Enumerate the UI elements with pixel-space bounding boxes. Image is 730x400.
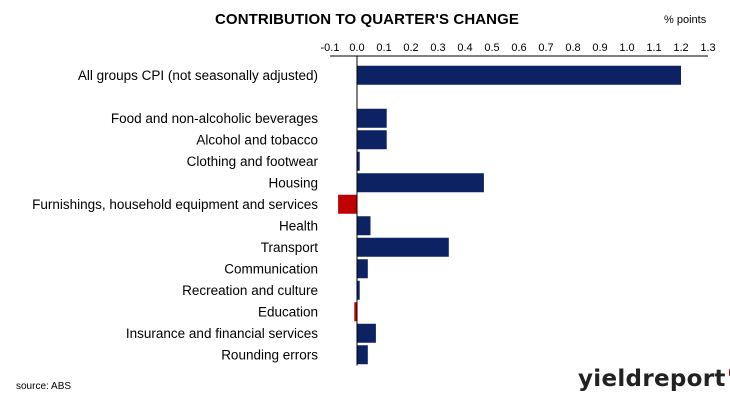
category-label: Clothing and footwear: [187, 154, 319, 169]
bar: [357, 345, 368, 365]
bar: [357, 259, 368, 279]
x-tick-label: 0.9: [592, 42, 607, 54]
category-label: Furnishings, household equipment and ser…: [32, 197, 318, 212]
bar: [357, 280, 360, 300]
x-tick-label: 1.0: [619, 42, 634, 54]
bar: [357, 237, 449, 257]
category-label: All groups CPI (not seasonally adjusted): [78, 68, 318, 83]
category-label: Food and non-alcoholic beverages: [111, 111, 318, 126]
x-tick-label: 0.3: [430, 42, 445, 54]
category-label: Rounding errors: [221, 347, 318, 362]
category-label: Recreation and culture: [182, 283, 318, 298]
source-note: source: ABS: [16, 381, 72, 392]
bar: [338, 194, 357, 214]
category-label: Health: [279, 218, 318, 233]
bar: [357, 323, 376, 343]
x-tick-label: 0.8: [565, 42, 580, 54]
x-tick-label: 0.2: [403, 42, 418, 54]
bar: [357, 65, 681, 85]
category-label: Insurance and financial services: [126, 326, 318, 341]
category-label: Transport: [261, 240, 319, 255]
x-tick-label: 1.3: [700, 42, 715, 54]
x-tick-label: 0.6: [511, 42, 526, 54]
bar: [357, 151, 360, 171]
category-label: Alcohol and tobacco: [196, 132, 318, 147]
x-tick-label: 0.0: [349, 42, 364, 54]
x-tick-label: 0.1: [376, 42, 391, 54]
x-tick-label: -0.1: [321, 42, 340, 54]
category-label: Housing: [268, 175, 318, 190]
bar: [357, 108, 387, 128]
x-tick-label: 1.1: [646, 42, 661, 54]
x-tick-label: 0.5: [484, 42, 499, 54]
x-tick-label: 0.7: [538, 42, 553, 54]
category-label: Communication: [224, 261, 318, 276]
chart-title: CONTRIBUTION TO QUARTER'S CHANGE: [215, 11, 519, 28]
category-label: Education: [258, 304, 318, 319]
bar: [354, 302, 357, 322]
x-tick-label: 0.4: [457, 42, 472, 54]
x-tick-label: 1.2: [673, 42, 688, 54]
yieldreport-logo: yieldreport: [578, 366, 730, 392]
bar: [357, 130, 387, 150]
bar: [357, 173, 484, 193]
units-label: % points: [664, 14, 707, 26]
bar: [357, 216, 371, 236]
logo-wordmark: yieldreport: [578, 366, 726, 392]
